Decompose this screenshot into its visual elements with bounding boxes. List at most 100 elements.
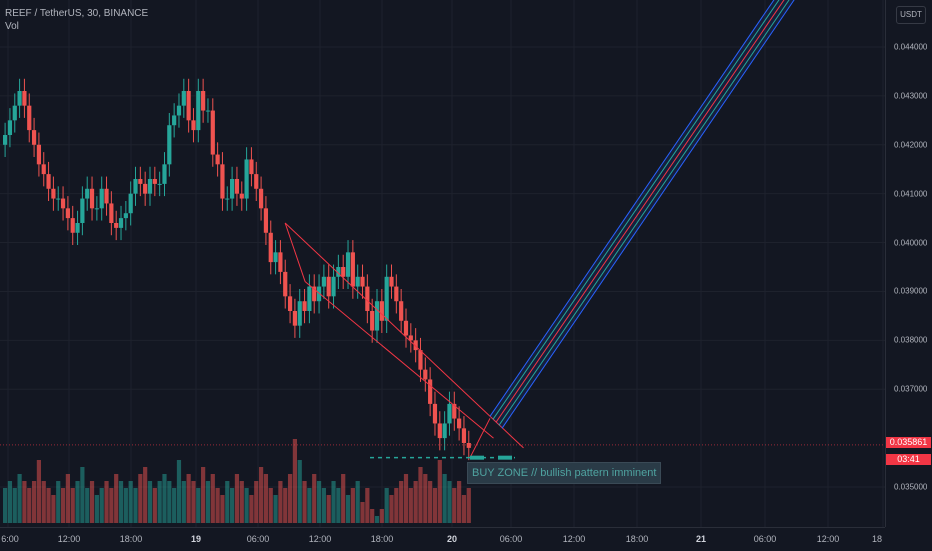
volume-bar (254, 481, 259, 523)
candle (220, 164, 225, 199)
volume-bar (181, 481, 186, 523)
candle (239, 193, 244, 199)
chart-area[interactable]: REEF / TetherUS, 30, BINANCE Vol BUY ZON… (0, 0, 885, 527)
candle (370, 311, 375, 331)
candle (46, 174, 51, 189)
volume-bar (336, 488, 341, 523)
buy-zone-annotation[interactable]: BUY ZONE // bullish pattern imminent (467, 462, 662, 484)
volume-bar (94, 495, 99, 523)
volume-bar (302, 481, 307, 523)
volume-bar (186, 474, 191, 523)
volume-bar (167, 481, 172, 523)
candle (350, 252, 355, 287)
time-tick-label: 06:00 (246, 534, 270, 544)
candle (331, 276, 336, 297)
volume-bar (370, 509, 375, 523)
candle (152, 179, 157, 184)
volume-bar (201, 467, 206, 523)
volume-bar (437, 460, 442, 523)
volume-bar (249, 495, 254, 523)
candle (3, 135, 8, 145)
volume-bar (292, 439, 297, 523)
candle (336, 267, 341, 277)
buy-zone-marker (470, 455, 484, 460)
candle (273, 252, 278, 263)
volume-bar (147, 481, 153, 523)
candle (196, 91, 201, 131)
candle (345, 252, 351, 277)
volume-bar (457, 481, 462, 523)
candle (437, 423, 442, 439)
price-axis[interactable]: 0.044000 0.043000 0.042000 0.041000 0.040000… (885, 0, 932, 527)
volume-bar (162, 474, 167, 523)
volume-bar (31, 481, 37, 523)
volume-bar (85, 488, 90, 523)
volume-bar (384, 488, 389, 523)
candle (355, 276, 360, 287)
candle (85, 188, 90, 199)
candle (312, 286, 317, 302)
candle (41, 164, 46, 175)
volume-bar (157, 481, 162, 523)
time-tick-label: 18:00 (119, 534, 143, 544)
candle (365, 286, 370, 311)
symbol-title[interactable]: REEF / TetherUS, 30, BINANCE (5, 8, 149, 19)
volume-bar (109, 488, 114, 523)
volume-bar (36, 460, 42, 523)
buy-zone-marker (498, 455, 512, 460)
ascending-channel-inner-upper (492, 0, 780, 420)
price-tick-label: 0.037000 (894, 384, 928, 394)
candle (210, 110, 215, 155)
candle (321, 276, 326, 287)
volume-bar (278, 481, 283, 523)
candle (316, 286, 322, 302)
ascending-channel-upper (489, 0, 775, 417)
volume-bar (143, 467, 148, 523)
candle (176, 105, 182, 116)
channel-left-edge (284, 222, 306, 282)
volume-bar (307, 488, 312, 523)
volume-bar (234, 474, 240, 523)
ascending-channel-fill (490, 0, 795, 429)
volume-bar (128, 481, 133, 523)
candle (302, 301, 307, 311)
candle (283, 271, 288, 297)
channel-top-line (284, 222, 524, 449)
time-tick-label: 12:00 (816, 534, 840, 544)
volume-bar (258, 467, 264, 523)
time-tick-label: 12:00 (57, 534, 81, 544)
price-tick-label: 0.042000 (894, 140, 928, 150)
volume-bar (118, 481, 124, 523)
candle (292, 311, 297, 326)
candle (167, 125, 172, 165)
volume-bar (220, 495, 225, 523)
volume-bar (99, 488, 104, 523)
candle (418, 350, 423, 370)
volume-bar (452, 488, 457, 523)
volume-bar (341, 474, 346, 523)
volume-bar (27, 488, 32, 523)
volume-bar (3, 488, 8, 523)
volume-bar (60, 488, 66, 523)
volume-bar (268, 488, 273, 523)
currency-button[interactable]: USDT (896, 6, 926, 24)
candle (389, 276, 394, 287)
channel-bottom-line (304, 281, 494, 439)
candle (287, 296, 293, 311)
time-axis[interactable]: 6:00 12:00 18:00 19 06:00 12:00 18:00 20 06:00 12… (0, 527, 885, 551)
candle (191, 120, 196, 131)
volume-bar (230, 488, 235, 523)
candle (36, 144, 42, 165)
candle (60, 198, 66, 209)
candle (147, 179, 153, 194)
time-tick-label: 18 (871, 534, 883, 544)
candle (432, 403, 438, 424)
candle (457, 418, 462, 429)
volume-indicator-label[interactable]: Vol (5, 21, 19, 32)
candle (244, 159, 249, 199)
price-chart[interactable] (0, 0, 885, 527)
candle (143, 183, 148, 194)
candle (75, 223, 80, 233)
volume-bar (80, 467, 85, 523)
candle (258, 188, 264, 209)
